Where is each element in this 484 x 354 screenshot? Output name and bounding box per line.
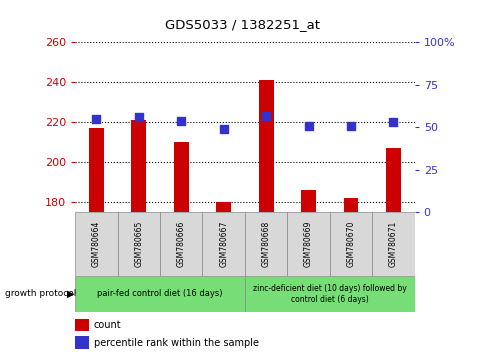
Bar xyxy=(75,319,89,331)
Text: GSM780664: GSM780664 xyxy=(91,221,101,268)
Text: GSM780667: GSM780667 xyxy=(219,221,228,268)
Text: GSM780668: GSM780668 xyxy=(261,221,270,267)
Point xyxy=(389,120,396,125)
Text: percentile rank within the sample: percentile rank within the sample xyxy=(94,338,258,348)
Bar xyxy=(244,212,287,276)
Text: GSM780669: GSM780669 xyxy=(303,221,313,268)
Point xyxy=(262,113,270,118)
Bar xyxy=(131,120,146,212)
Bar xyxy=(75,276,244,312)
Text: count: count xyxy=(94,320,121,330)
Bar xyxy=(244,276,414,312)
Point xyxy=(219,126,227,132)
Point xyxy=(92,116,100,122)
Text: GSM780671: GSM780671 xyxy=(388,221,397,267)
Bar xyxy=(89,129,104,212)
Bar xyxy=(173,142,188,212)
Bar xyxy=(202,212,244,276)
Text: GSM780666: GSM780666 xyxy=(176,221,185,268)
Bar xyxy=(117,212,160,276)
Text: GSM780670: GSM780670 xyxy=(346,221,355,268)
Bar xyxy=(258,80,273,212)
Bar xyxy=(75,336,89,349)
Bar xyxy=(343,198,358,212)
Bar xyxy=(287,212,329,276)
Bar xyxy=(385,148,400,212)
Point xyxy=(347,123,354,129)
Point xyxy=(304,123,312,129)
Bar xyxy=(372,212,414,276)
Bar xyxy=(301,190,316,212)
Text: zinc-deficient diet (10 days) followed by
control diet (6 days): zinc-deficient diet (10 days) followed b… xyxy=(252,284,406,303)
Bar xyxy=(329,212,372,276)
Point xyxy=(177,118,185,124)
Point xyxy=(135,114,142,120)
Text: pair-fed control diet (16 days): pair-fed control diet (16 days) xyxy=(97,289,222,298)
Text: growth protocol: growth protocol xyxy=(5,289,76,298)
Bar xyxy=(160,212,202,276)
Bar xyxy=(216,202,231,212)
Text: ▶: ▶ xyxy=(66,289,74,299)
Text: GDS5033 / 1382251_at: GDS5033 / 1382251_at xyxy=(165,18,319,31)
Text: GSM780665: GSM780665 xyxy=(134,221,143,268)
Bar xyxy=(75,212,117,276)
